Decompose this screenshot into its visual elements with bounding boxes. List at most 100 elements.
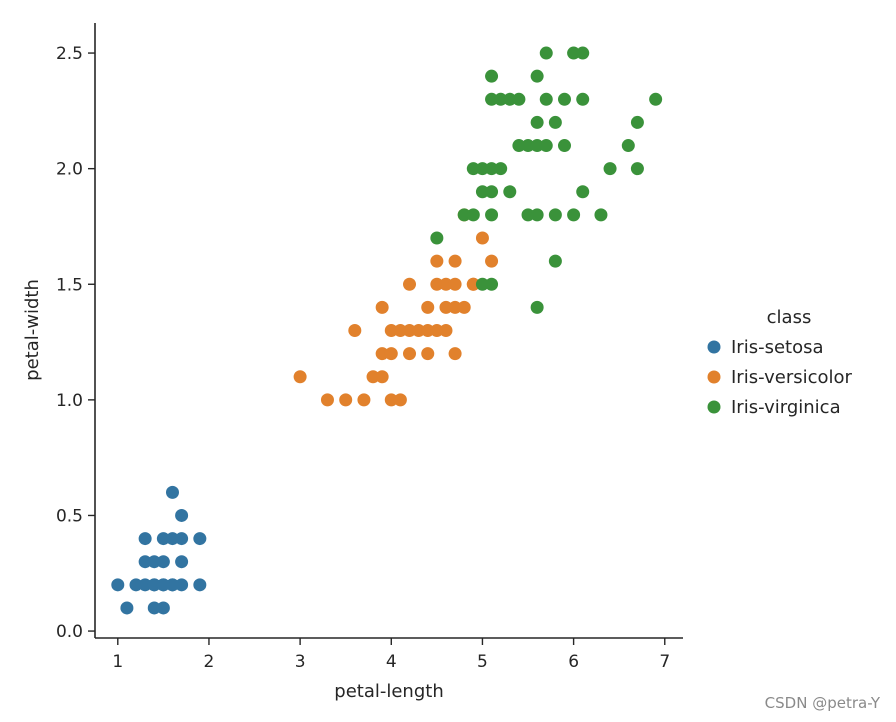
data-point-versicolor <box>403 324 417 337</box>
data-point-setosa <box>193 578 207 592</box>
data-point-versicolor <box>393 324 407 337</box>
data-point-virginica <box>485 92 499 106</box>
data-point-virginica <box>466 208 480 222</box>
data-point-versicolor <box>293 370 307 384</box>
data-point-versicolor <box>439 277 453 291</box>
data-point-virginica <box>430 231 444 245</box>
legend-item-setosa: Iris-setosa <box>707 337 824 358</box>
data-point-virginica <box>485 277 499 291</box>
data-point-virginica <box>548 115 562 129</box>
data-point-setosa <box>111 578 125 592</box>
data-point-setosa <box>147 601 161 615</box>
data-point-virginica <box>485 69 499 83</box>
data-point-versicolor <box>448 300 462 314</box>
data-point-virginica <box>485 208 499 222</box>
data-point-versicolor <box>448 277 462 291</box>
legend: class Iris-setosa Iris-versicolor Iris-v… <box>707 307 853 418</box>
data-point-virginica <box>457 208 471 222</box>
data-point-versicolor <box>384 347 398 361</box>
data-point-virginica <box>539 139 553 153</box>
data-point-virginica <box>530 115 544 129</box>
y-tick-label: 1.0 <box>56 391 83 411</box>
data-point-setosa <box>147 578 161 592</box>
data-point-versicolor <box>366 370 380 384</box>
data-point-setosa <box>165 578 179 592</box>
data-point-virginica <box>548 254 562 268</box>
data-point-setosa <box>175 555 189 569</box>
legend-label-versicolor: Iris-versicolor <box>731 367 853 388</box>
data-point-virginica <box>475 185 489 199</box>
y-ticks: 0.0 0.5 1.0 1.5 2.0 2.5 <box>56 44 95 642</box>
data-point-setosa <box>156 532 170 546</box>
series-virginica <box>430 46 663 314</box>
data-point-virginica <box>521 139 535 153</box>
data-point-virginica <box>512 92 526 106</box>
data-point-setosa <box>129 578 143 592</box>
data-point-setosa <box>138 555 152 569</box>
data-point-setosa <box>193 532 207 546</box>
data-point-versicolor <box>421 300 435 314</box>
data-point-virginica <box>530 69 544 83</box>
x-ticks: 1 2 3 4 5 6 7 <box>112 638 670 672</box>
y-tick-label: 0.0 <box>56 622 83 642</box>
data-point-versicolor <box>421 347 435 361</box>
data-point-virginica <box>475 277 489 291</box>
data-point-setosa <box>175 508 189 522</box>
legend-item-versicolor: Iris-versicolor <box>707 367 853 388</box>
data-point-virginica <box>485 185 499 199</box>
legend-marker-setosa <box>707 340 721 354</box>
x-tick-label: 2 <box>204 652 215 672</box>
data-point-versicolor <box>421 324 435 337</box>
data-point-versicolor <box>393 393 407 407</box>
data-point-setosa <box>156 555 170 569</box>
data-point-virginica <box>630 162 644 176</box>
data-point-versicolor <box>320 393 334 407</box>
points-layer <box>111 46 663 615</box>
x-tick-label: 3 <box>295 652 306 672</box>
y-tick-label: 2.5 <box>56 44 83 64</box>
data-point-virginica <box>494 162 508 176</box>
data-point-virginica <box>475 162 489 176</box>
data-point-setosa <box>120 601 134 615</box>
data-point-setosa <box>165 532 179 546</box>
data-point-virginica <box>494 92 508 106</box>
data-point-setosa <box>138 532 152 546</box>
data-point-versicolor <box>466 277 480 291</box>
legend-title: class <box>767 307 812 328</box>
data-point-virginica <box>548 208 562 222</box>
data-point-versicolor <box>475 231 489 245</box>
data-point-virginica <box>539 92 553 106</box>
data-point-versicolor <box>348 324 362 337</box>
data-point-virginica <box>530 300 544 314</box>
x-tick-label: 4 <box>386 652 397 672</box>
legend-marker-versicolor <box>707 370 721 384</box>
series-versicolor <box>293 208 499 407</box>
data-point-setosa <box>138 578 152 592</box>
data-point-virginica <box>594 208 608 222</box>
data-point-setosa <box>147 555 161 569</box>
data-point-virginica <box>630 115 644 129</box>
legend-label-setosa: Iris-setosa <box>731 337 824 358</box>
data-point-virginica <box>485 162 499 176</box>
legend-item-virginica: Iris-virginica <box>707 397 841 418</box>
x-axis-title: petal-length <box>334 681 443 702</box>
data-point-versicolor <box>485 254 499 268</box>
data-point-versicolor <box>448 254 462 268</box>
legend-label-virginica: Iris-virginica <box>731 397 841 418</box>
data-point-versicolor <box>384 324 398 337</box>
data-point-versicolor <box>430 277 444 291</box>
data-point-virginica <box>576 185 590 199</box>
data-point-versicolor <box>357 393 371 407</box>
data-point-virginica <box>503 92 517 106</box>
data-point-setosa <box>175 578 189 592</box>
data-point-virginica <box>567 46 581 60</box>
data-point-virginica <box>466 162 480 176</box>
data-point-versicolor <box>448 347 462 361</box>
data-point-versicolor <box>375 370 389 384</box>
x-tick-label: 5 <box>477 652 488 672</box>
data-point-virginica <box>512 139 526 153</box>
data-point-virginica <box>576 46 590 60</box>
plot-area: 1 2 3 4 5 6 7 0.0 0.5 1.0 1.5 2.0 2.5 <box>56 23 683 672</box>
data-point-virginica <box>649 92 663 106</box>
